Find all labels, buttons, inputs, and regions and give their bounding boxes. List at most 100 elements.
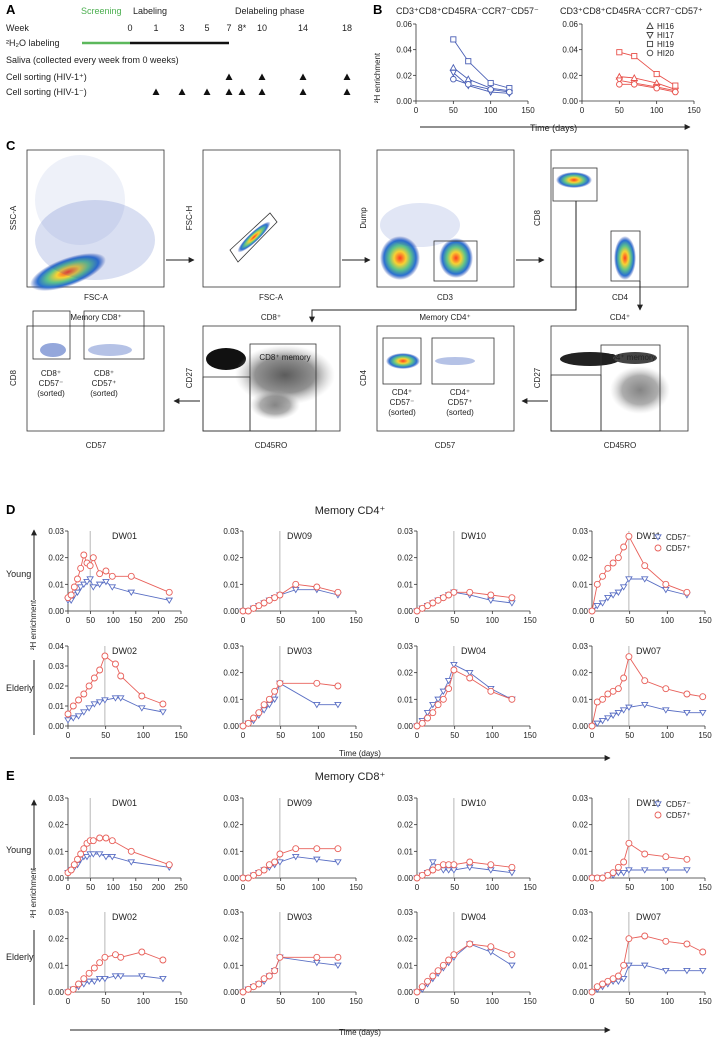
- x-tick-label: 100: [107, 616, 121, 625]
- y-tick-label: 0.04: [48, 642, 64, 651]
- gate-cd4-cd57pos-2: CD57⁺: [448, 398, 473, 407]
- series-line: [242, 682, 338, 727]
- data-point: [108, 584, 117, 591]
- data-point: [683, 940, 691, 948]
- data-point: [313, 583, 321, 591]
- data-point: [96, 834, 104, 842]
- data-point: [604, 595, 612, 602]
- x-tick-label: 0: [590, 997, 595, 1006]
- x-tick-label: 100: [312, 883, 326, 892]
- x-tick-label: 100: [107, 883, 121, 892]
- legend-item: HI20: [657, 49, 674, 58]
- data-point: [604, 977, 612, 985]
- panel-a: A Screening Labeling Delabeling phase We…: [6, 2, 352, 97]
- data-point: [334, 845, 342, 853]
- data-point: [508, 695, 516, 703]
- y-tick-label: 0.03: [48, 527, 64, 536]
- labeling-row-label: ²H₂O labeling: [6, 38, 60, 48]
- data-point: [292, 845, 300, 853]
- chart-CD3⁺CD8⁺CD45RA⁻CCR7⁻CD57⁻: 0.00 0.02 0.04 0.06 0 50 100 150: [396, 20, 535, 115]
- sorting-marker: [299, 73, 307, 80]
- x-tick-label: 150: [523, 616, 537, 625]
- data-point: [111, 695, 120, 702]
- x-tick-label: 0: [415, 883, 420, 892]
- chart-title: DW03: [287, 646, 312, 656]
- x-tick-label: 50: [625, 883, 634, 892]
- panel-b-charts: 0.000.020.040.060 50 100 1500.000.020.040.0…: [396, 20, 701, 115]
- data-point: [625, 532, 633, 540]
- plot8-title: CD4⁺: [610, 313, 630, 322]
- data-point: [239, 722, 247, 730]
- data-point: [413, 722, 421, 730]
- data-point: [77, 564, 85, 572]
- data-point: [101, 652, 109, 660]
- data-point: [619, 870, 628, 877]
- chart-title: DW07: [636, 912, 661, 922]
- y-tick-label: 0.03: [572, 908, 588, 917]
- x-tick-label: 100: [312, 731, 326, 740]
- data-point: [698, 710, 707, 717]
- series-line: [242, 682, 338, 727]
- data-point: [466, 940, 474, 948]
- data-point: [418, 719, 426, 727]
- y-tick-label: 0.00: [48, 988, 64, 997]
- plot7-xlabel: CD57: [435, 441, 456, 450]
- data-point: [631, 81, 638, 88]
- data-point: [244, 874, 252, 882]
- x-tick-label: 0: [66, 883, 71, 892]
- panel-d-young: Young: [6, 569, 31, 579]
- x-tick-label: 50: [615, 106, 624, 115]
- data-point: [423, 710, 432, 717]
- plot5-title: Memory CD8⁺: [70, 313, 121, 322]
- data-point: [604, 871, 612, 879]
- data-point: [646, 40, 654, 48]
- data-point: [276, 850, 284, 858]
- sorting-marker: [258, 73, 266, 80]
- x-tick-label: 100: [661, 997, 675, 1006]
- data-point: [138, 692, 146, 700]
- data-point: [112, 660, 119, 668]
- data-point: [255, 980, 263, 988]
- x-tick-label: 150: [698, 616, 712, 625]
- x-tick-label: 100: [486, 997, 500, 1006]
- data-point: [672, 88, 679, 96]
- y-tick-label: 0.00: [48, 722, 64, 731]
- gate-cd8-cd57neg-3: (sorted): [37, 389, 65, 398]
- data-point: [69, 715, 78, 722]
- data-point: [244, 985, 252, 993]
- data-point: [588, 607, 596, 615]
- data-point: [429, 866, 437, 874]
- y-tick-label: 0.00: [572, 607, 588, 616]
- data-point: [662, 867, 670, 874]
- data-point: [116, 973, 125, 980]
- series-line: [453, 67, 510, 92]
- data-point: [699, 693, 707, 701]
- data-point: [487, 687, 495, 695]
- data-point: [640, 867, 649, 874]
- saliva-label: Saliva (collected every week from 0 week…: [6, 55, 179, 65]
- data-point: [620, 674, 628, 682]
- data-point: [445, 956, 453, 964]
- data-point: [487, 861, 495, 869]
- plot4-ylabel: CD8: [533, 209, 542, 226]
- chart-DW03: 0.00 0.01 0.02 0.03 0 50 100 150 DW03: [223, 642, 363, 740]
- sorting-neg-label: Cell sorting (HIV-1⁻): [6, 87, 87, 97]
- panel-label-c: C: [6, 138, 16, 153]
- series-line: [619, 83, 676, 93]
- data-point: [313, 702, 321, 709]
- x-tick-label: 100: [486, 883, 500, 892]
- data-point: [276, 953, 284, 961]
- sorting-marker: [258, 88, 266, 95]
- y-tick-label: 0.02: [572, 669, 588, 678]
- y-tick-label: 0.02: [48, 821, 64, 830]
- series-line: [619, 76, 676, 90]
- panel-e-young: Young: [6, 845, 31, 855]
- x-tick-label: 0: [590, 883, 595, 892]
- data-point: [429, 599, 437, 607]
- chart-DW01: 0.00 0.01 0.02 0.03 0 50 100 150 200 250 DW01: [48, 527, 188, 625]
- series-line: [591, 704, 703, 727]
- data-point: [127, 847, 135, 855]
- data-point: [588, 722, 596, 730]
- data-point: [508, 594, 516, 602]
- data-point: [85, 978, 93, 986]
